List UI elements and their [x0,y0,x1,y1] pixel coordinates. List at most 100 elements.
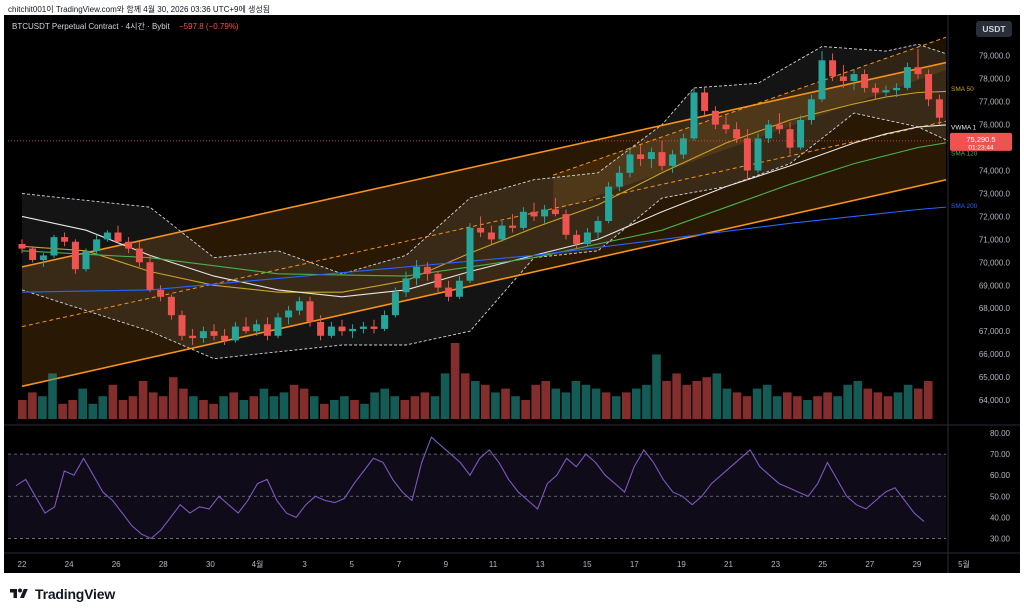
price-tick-label: 74,000.0 [979,167,1011,176]
candle-body [765,124,773,139]
volume-bar [158,396,168,419]
volume-bar [330,400,339,419]
price-tick-label: 70,000.0 [979,258,1011,267]
last-price-badge [950,132,1012,151]
candle-body [594,221,602,233]
time-tick-label: 27 [865,560,874,569]
candle-body [562,214,570,235]
candle-body [61,237,69,242]
volume-bar [742,396,752,419]
volume-bar [189,396,198,419]
volume-bar [712,373,722,419]
volume-bar [209,403,218,419]
channel-fill [22,62,946,387]
price-plot [18,36,946,419]
volume-bar [883,396,893,419]
candle-body [839,76,847,81]
volume-bar [259,388,269,419]
candle-body [658,152,666,166]
candle-body [423,266,431,274]
volume-bar [360,403,369,419]
price-tick-label: 77,000.0 [979,98,1011,107]
candle-body [733,129,741,139]
band-upper-line [21,43,946,275]
candle-body [125,241,133,249]
chart-canvas[interactable]: 80,000.079,000.078,000.077,000.076,000.0… [4,15,1020,573]
volume-bar [440,373,450,419]
volume-bar [460,373,470,419]
chart-frame[interactable]: 80,000.079,000.078,000.077,000.076,000.0… [4,15,1020,573]
rsi-tick-label: 40.00 [990,513,1011,522]
price-change: −597.8 (−0.79%) [179,22,239,31]
volume-bar [279,392,289,419]
price-tick-label: 79,000.0 [979,52,1011,61]
countdown-value: 01:23:44 [968,144,994,151]
volume-bar [420,392,430,419]
candle-body [327,326,335,336]
candle-body [231,326,239,341]
candle-body [285,310,293,318]
candle-body [551,209,559,215]
rsi-tick-label: 70.00 [990,450,1011,459]
candle-body [167,296,175,316]
volume-bar [169,377,178,419]
candle-body [541,209,549,217]
candle-body [530,211,538,217]
price-tick-label: 71,000.0 [979,235,1011,244]
volume-bar [903,384,913,419]
volume-bar [340,396,349,419]
symbol-title: BTCUSDT Perpetual Contract · 4시간 · Bybit [12,21,171,31]
time-tick-label: 25 [818,560,827,569]
candle-body [445,287,453,297]
volume-bar [390,396,399,419]
candle-body [797,120,805,148]
candle-body [359,326,367,329]
volume-bar [320,403,329,419]
volume-bar [118,400,128,419]
rsi-tick-label: 80.00 [990,429,1011,438]
ma-line [21,142,946,277]
candle-body [114,232,122,242]
ma-line [21,206,946,293]
volume-bar [309,396,319,419]
candle-body [71,241,79,270]
band-lower-line [21,112,946,360]
volume-bar [652,354,661,419]
candle-body [605,186,613,221]
volume-bar [601,392,611,419]
candle-body [914,67,922,75]
time-tick-label: 9 [444,560,449,569]
volume-bar [581,384,591,419]
candle-body [637,154,645,159]
candle-body [498,225,506,240]
candle-body [306,301,314,322]
volume-bar [762,384,772,419]
price-tick-label: 78,000.0 [979,75,1011,84]
candle-body [871,87,879,93]
volume-bar [863,388,873,419]
last-price-value: 75,290.5 [966,135,995,144]
candle-body [573,234,581,244]
volume-bar [591,388,601,419]
time-tick-label: 11 [489,560,498,569]
volume-bar [38,396,47,419]
volume-bar [138,381,148,419]
volume-bar [783,392,792,419]
time-tick-label: 5월 [958,559,970,569]
volume-bar [108,384,118,419]
volume-bar [199,400,208,419]
candle-body [711,110,719,125]
volume-bar [541,381,550,419]
brand-name: TradingView [35,586,116,602]
candle-body [690,92,698,139]
volume-bar [893,392,903,419]
candle-body [199,331,207,339]
volume-bar [521,400,530,419]
time-tick-label: 4월 [252,559,264,569]
candle-body [434,273,442,288]
channel-top-line [553,36,946,176]
candle-body [466,227,474,281]
volume-bar [853,381,863,419]
volume-bar [843,384,852,419]
channel-median-line [21,120,946,328]
